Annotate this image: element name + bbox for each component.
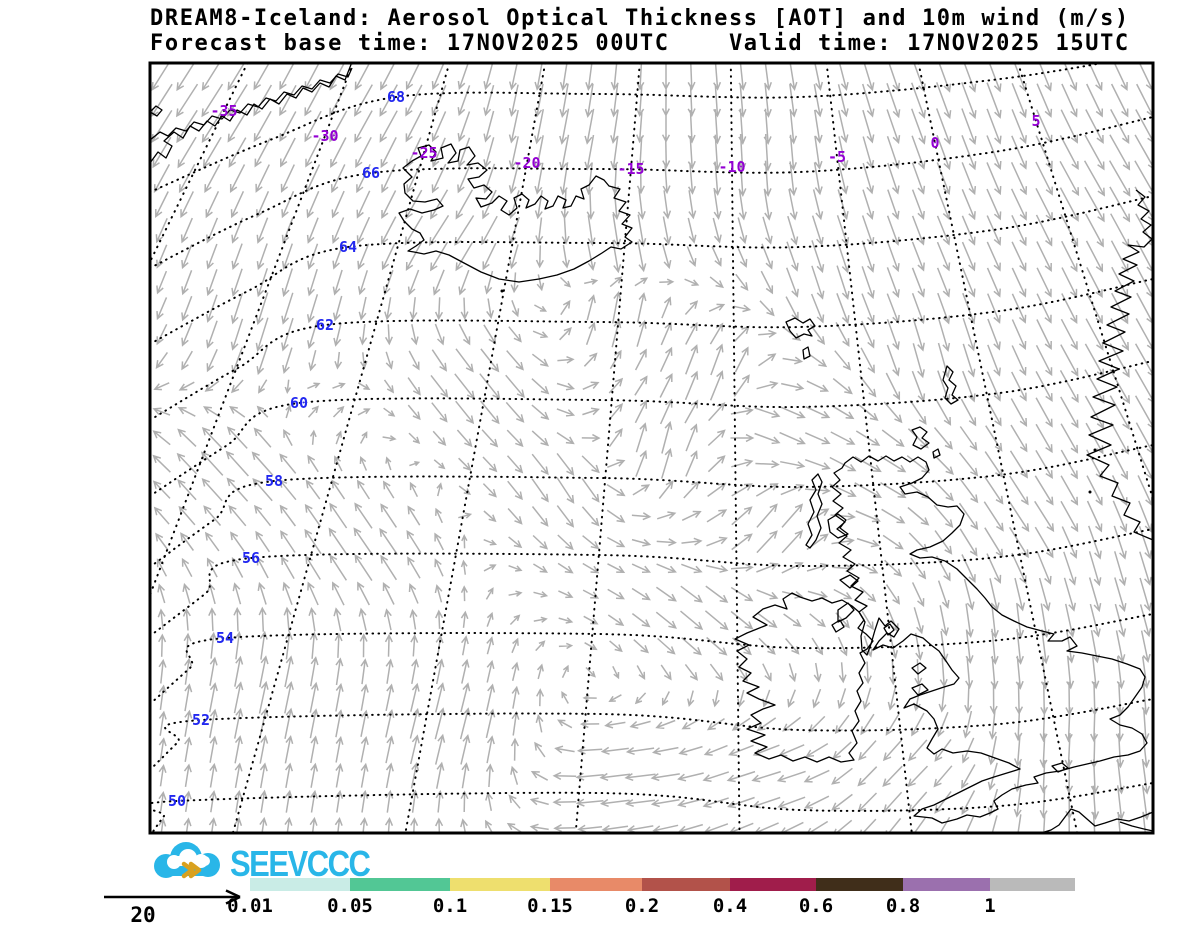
longitude-label: -15	[617, 160, 644, 178]
coastline	[942, 365, 959, 405]
wind-reference-value: 20	[130, 903, 155, 927]
colorbar-segment	[550, 878, 642, 891]
graticule-layer	[150, 63, 1153, 833]
coastline	[827, 513, 849, 539]
longitude-label: -5	[828, 148, 846, 166]
islet	[1088, 490, 1092, 494]
coastline	[1040, 808, 1153, 833]
colorbar-tick-label: 1	[984, 895, 995, 917]
reference-arrow-head-icon	[225, 889, 241, 905]
colorbar-segment	[450, 878, 550, 891]
longitude-label: 5	[1031, 112, 1040, 130]
coastline	[837, 602, 855, 623]
latitude-label: 66	[362, 164, 380, 182]
wind-reference: 20	[104, 889, 241, 927]
coastline	[839, 574, 859, 589]
colorbar: 0.01 0.05 0.1 0.15 0.2 0.4 0.6 0.8 1	[227, 878, 1075, 917]
colorbar-segment	[250, 878, 350, 891]
islet	[500, 289, 504, 293]
latitude-gridline	[150, 444, 1153, 568]
latitude-label: 52	[192, 711, 210, 729]
coastline	[398, 143, 633, 283]
colorbar-segment	[903, 878, 990, 891]
coastline	[150, 105, 163, 117]
colorbar-segment	[990, 878, 1075, 891]
map-border	[148, 61, 1155, 835]
seevccc-logo	[154, 842, 220, 879]
coastline	[1119, 821, 1153, 832]
colorbar-tick-label: 0.4	[713, 895, 747, 917]
latitude-label: 56	[242, 549, 260, 567]
islet	[1093, 448, 1097, 452]
coastline	[932, 448, 941, 459]
coastline	[805, 473, 823, 549]
longitude-gridline	[150, 63, 354, 596]
latitude-gridline	[150, 782, 1153, 833]
latitude-gridline	[150, 360, 1153, 497]
latitude-gridline	[150, 116, 1153, 269]
colorbar-segment	[730, 878, 816, 891]
coastline	[911, 683, 929, 696]
latitude-gridline	[150, 528, 1153, 637]
latitude-gridline	[150, 63, 1109, 193]
colorbar-segment	[816, 878, 903, 891]
colorbar-tick-label: 0.1	[433, 895, 467, 917]
colorbar-tick-label: 0.01	[227, 895, 273, 917]
chart-title: DREAM8-Iceland: Aerosol Optical Thicknes…	[150, 6, 1130, 31]
longitude-gridline	[917, 63, 1079, 833]
latitude-gridline	[150, 278, 1153, 421]
coastline	[785, 317, 816, 339]
colorbar-tick-label: 0.8	[886, 895, 920, 917]
latitude-label: 60	[290, 394, 308, 412]
wind-arrows	[151, 63, 1153, 833]
latitude-gridline	[150, 613, 1153, 705]
coastline	[1051, 762, 1069, 773]
latitude-label: 54	[216, 629, 234, 647]
cloud-icon	[154, 842, 220, 879]
coastline	[911, 426, 930, 450]
longitude-gridline	[574, 63, 641, 833]
longitude-label: -25	[410, 144, 437, 162]
coastline	[831, 619, 845, 633]
coastline	[150, 63, 353, 164]
colorbar-tick-label: 0.15	[527, 895, 573, 917]
colorbar-tick-label: 0.6	[799, 895, 833, 917]
coastline	[734, 592, 874, 763]
longitude-label: -30	[311, 127, 338, 145]
chart-subtitle: Forecast base time: 17NOV2025 00UTC Vali…	[150, 31, 1130, 56]
longitude-label: -20	[513, 154, 540, 172]
longitude-gridline	[404, 63, 547, 833]
latitude-label: 62	[316, 316, 334, 334]
colorbar-segment	[350, 878, 450, 891]
latitude-label: 58	[265, 472, 283, 490]
coastline	[883, 623, 895, 636]
colorbar-segment	[642, 878, 730, 891]
coastline	[911, 662, 927, 675]
coastlines-layer	[150, 63, 1153, 833]
coastline	[831, 455, 1148, 824]
latitude-gridline	[150, 698, 1153, 771]
longitude-gridline	[825, 63, 913, 833]
longitude-label: -35	[210, 102, 237, 120]
logo-text: SEEVCCC	[230, 843, 371, 885]
longitude-gridline	[729, 63, 741, 833]
wind-arrows-layer	[151, 63, 1153, 833]
colorbar-tick-label: 0.2	[625, 895, 659, 917]
latitude-gridline	[150, 195, 1153, 345]
coastline	[802, 346, 811, 360]
longitude-gridline	[231, 63, 451, 833]
logo-gold-arrow-icon	[181, 861, 202, 879]
latitude-label: 64	[339, 238, 357, 256]
longitude-gridline	[150, 63, 249, 263]
longitude-label: -10	[718, 158, 745, 176]
latitude-label: 68	[387, 88, 405, 106]
colorbar-tick-label: 0.05	[327, 895, 373, 917]
latitude-label: 50	[168, 792, 186, 810]
longitude-label: 0	[930, 134, 939, 152]
coastline	[150, 67, 353, 141]
